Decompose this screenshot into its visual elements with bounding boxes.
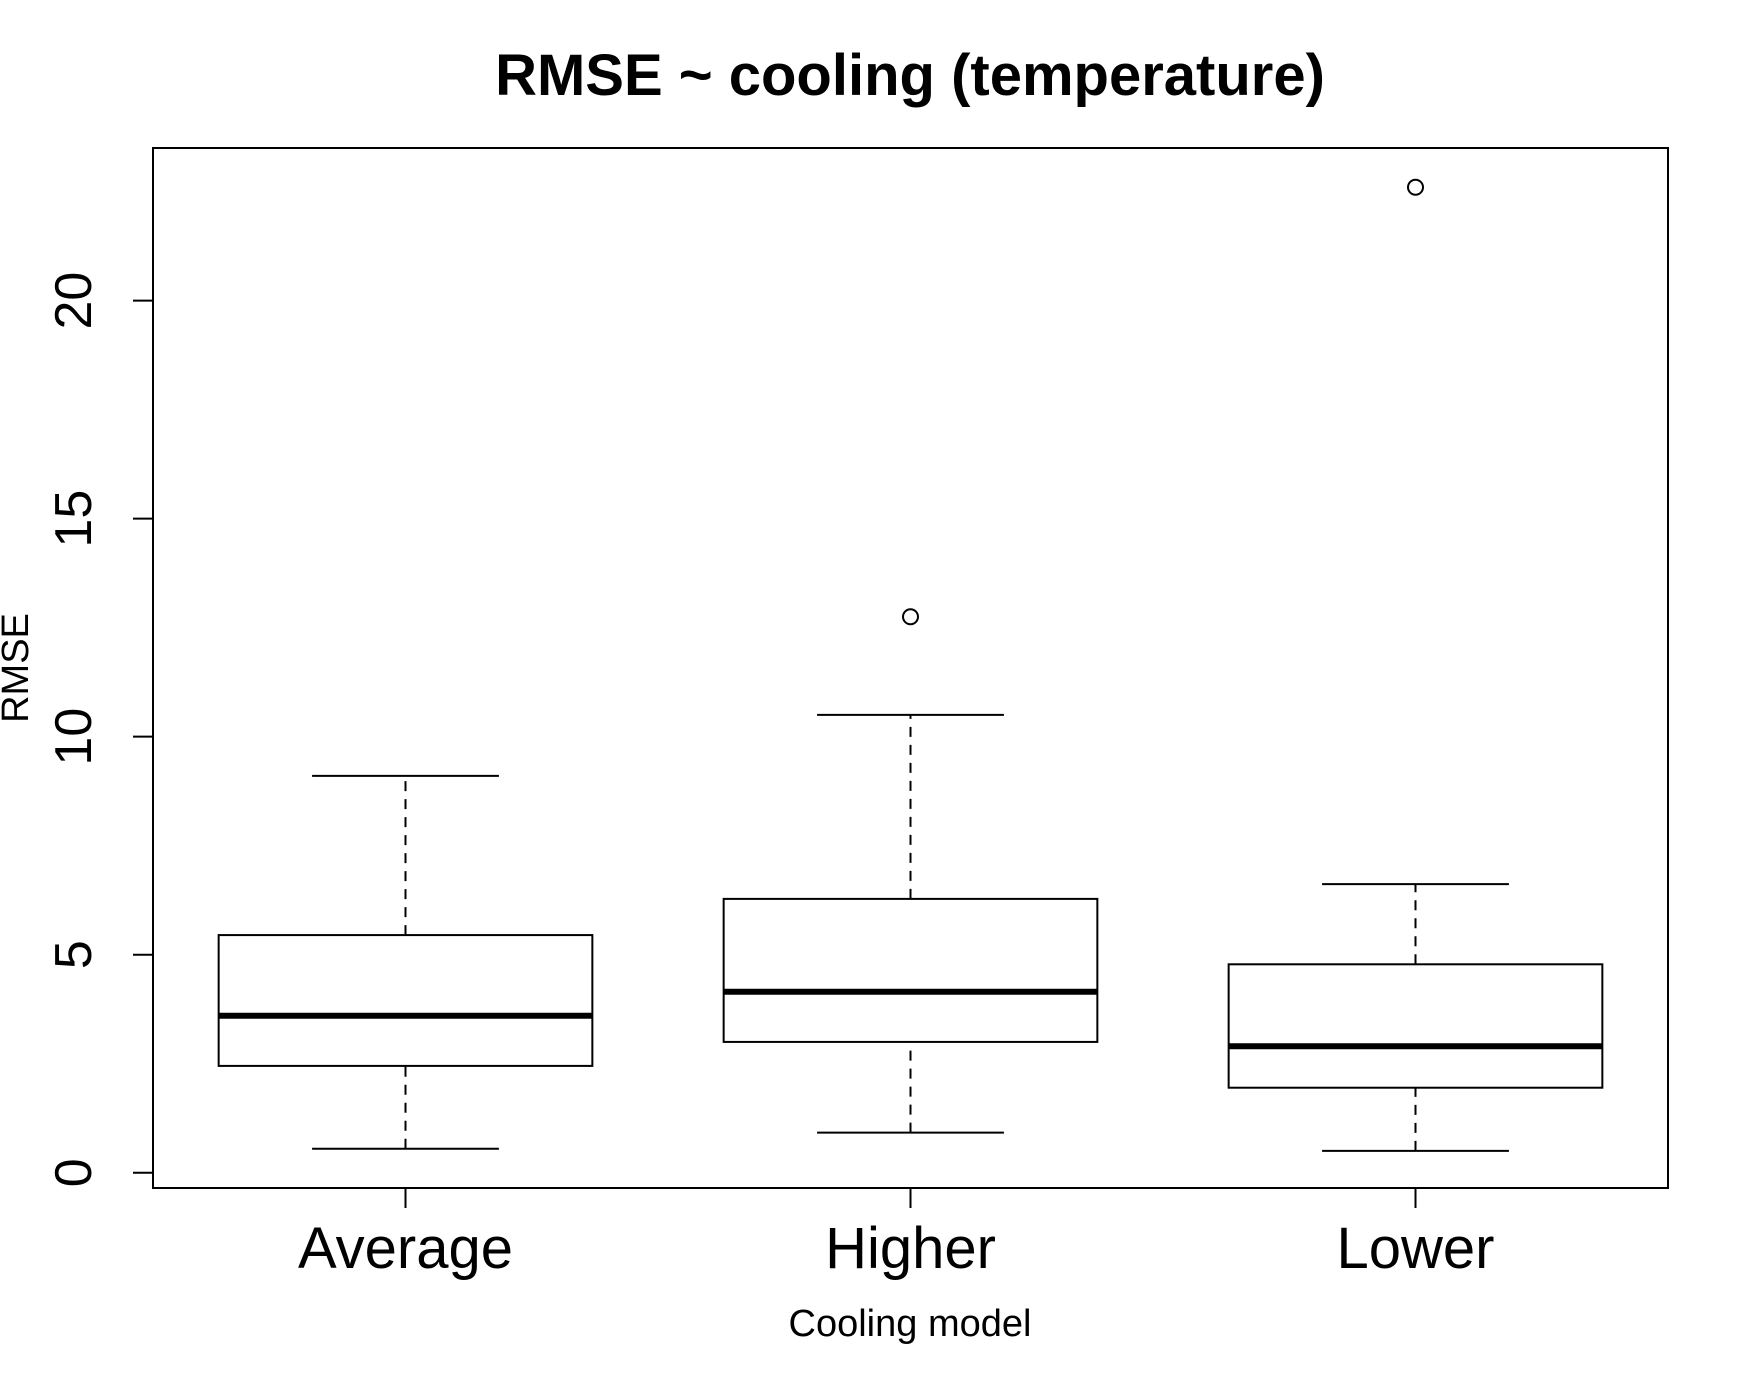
box-higher: [722, 608, 1099, 1134]
iqr-box: [1227, 963, 1604, 1089]
x-axis-label: Cooling model: [789, 1303, 1032, 1345]
y-axis: 0 5 10 15 20: [45, 272, 154, 1187]
y-tick-label: 0: [45, 1158, 103, 1187]
iqr-box: [217, 934, 594, 1067]
y-tick-label: 15: [45, 490, 103, 548]
box-lower: [1227, 178, 1604, 1152]
y-axis-label: RMSE: [0, 613, 37, 723]
box-average: [217, 774, 594, 1150]
box-series: [217, 178, 1604, 1152]
y-tick-label: 20: [45, 272, 103, 330]
x-axis: Average Higher Lower: [298, 1188, 1494, 1281]
x-tick-label: Lower: [1337, 1216, 1495, 1281]
x-tick-label: Higher: [825, 1216, 996, 1281]
y-tick-label: 5: [45, 940, 103, 969]
x-tick-label: Average: [298, 1216, 513, 1281]
y-tick-label: 10: [45, 708, 103, 766]
outlier-point: [902, 608, 919, 626]
iqr-box: [722, 897, 1099, 1043]
chart-title: RMSE ~ cooling (temperature): [495, 43, 1325, 108]
outlier-point: [1407, 178, 1424, 196]
